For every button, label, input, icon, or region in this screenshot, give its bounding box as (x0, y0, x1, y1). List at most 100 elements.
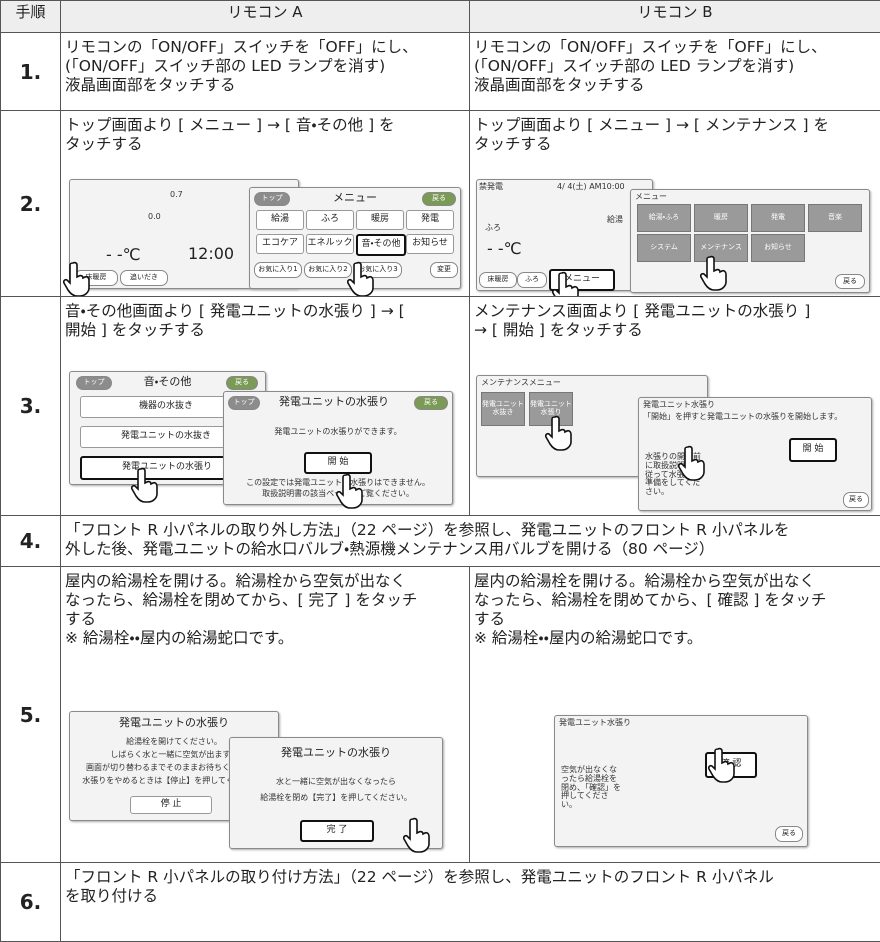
screen-label: ふろ (517, 272, 547, 288)
screen-label: 給湯・ふろ (637, 204, 691, 232)
screen-mockup: 発電ユニット水張り空気が出なくなったら給湯栓を閉め、「確認」を押してください。確… (554, 715, 808, 847)
text-line: メンテナンス画面より [ 発電ユニットの水張り ] (474, 302, 811, 320)
screen-label: 戻る (843, 492, 869, 508)
header-cell: リモコン B (469, 0, 880, 33)
hand-icon (700, 255, 730, 291)
text-line: ※ 給湯栓・・屋内の給湯蛇口です。 (474, 629, 703, 647)
cell-text: トップ画面より [ メニュー ] → [ メンテナンス ] をタッチする (470, 111, 880, 154)
screen-mockup: 発電ユニットの水張り 給湯栓を開けてください。 しばらく水と一緒に空気が出ます。 画面… (69, 711, 279, 821)
text-line: 外した後、発電ユニットの給水口バルブ・熱源機メンテナンス用バルブを開ける（80 … (65, 540, 715, 558)
cell-text: リモコンの「ON/OFF」スイッチを「OFF」にし、 (「ON/OFF」スイッチ部… (470, 33, 880, 95)
screen-label: ふろ (306, 210, 354, 230)
hand-icon (545, 415, 575, 451)
hand-icon (347, 261, 377, 296)
screen-label: メニュー (635, 192, 667, 201)
step-cell: 4. (0, 515, 61, 567)
screen-label: 発電 (751, 204, 805, 232)
screen-label: 暖房 (356, 210, 404, 230)
screen-label: 音・その他 (356, 234, 406, 256)
screen-label: 給湯 (607, 214, 623, 224)
screen-label: 停 止 (130, 796, 212, 814)
step-cell: 2. (0, 110, 61, 297)
screen-label: メンテナンスメニュー (481, 378, 561, 387)
cell-inner: 屋内の給湯栓を開ける。給湯栓から空気が出なく なったら、給湯栓を閉めてから、[ 完… (61, 567, 469, 862)
screen-label: 戻る (422, 192, 456, 206)
screen-label: 水張りをやめるときは【停止】を押してください。 (82, 775, 266, 785)
screen-label: - -℃ (106, 246, 141, 264)
screen-label: 画面が切り替わるまでそのままお待ちください。 (86, 762, 262, 772)
text-line: する (474, 610, 506, 628)
cell-inner: 「フロント R 小パネルの取り外し方法」（22 ページ）を参照し、発電ユニットの… (61, 516, 880, 566)
screen-label: 変更 (430, 262, 458, 278)
step-wrap: 2. (1, 111, 60, 296)
text-line: 液晶画面部をタッチする (65, 76, 236, 94)
header-row: 手順 リモコン A リモコン B (0, 0, 880, 33)
screen-label: お気に入り2 (304, 262, 352, 278)
text-line: リモコンの「ON/OFF」スイッチを「OFF」にし、 (474, 38, 827, 56)
row: 5. 屋内の給湯栓を開ける。給湯栓から空気が出なく なったら、給湯栓を閉めてから、[… (0, 566, 880, 863)
screen-label: 給湯栓を閉め【完了】を押してください。 (260, 792, 412, 802)
text-line: リモコンの「ON/OFF」スイッチを「OFF」にし、 (65, 38, 418, 56)
content-cell: トップ画面より [ メニュー ] → [ メンテナンス ] をタッチする 禁発電 4… (469, 110, 880, 297)
cell-inner: 「フロント R 小パネルの取り付け方法」（22 ページ）を参照し、発電ユニットの… (61, 863, 880, 941)
screen-label: 4/ 4(土) AM10:00 (557, 182, 625, 191)
hand-icon (131, 467, 161, 503)
text-line: 音・その他画面より [ 発電ユニットの水張り ] → [ (65, 302, 405, 320)
row: 2. トップ画面より [ メニュー ] → [ 音・その他 ] をタッチする 0.7… (0, 110, 880, 297)
cell-text: 「フロント R 小パネルの取り外し方法」（22 ページ）を参照し、発電ユニットの… (61, 516, 880, 559)
screen-mockup: トップ メニュー 戻る 給湯 ふろ 暖房 発電 エコケア エネルック 音・その他 お知らせ お気に入り… (249, 187, 461, 289)
screen-label: 戻る (414, 396, 448, 410)
content-cell: 「フロント R 小パネルの取り外し方法」（22 ページ）を参照し、発電ユニットの… (60, 515, 880, 567)
hand-icon (678, 445, 708, 481)
hand-icon (403, 817, 433, 853)
screen-label: トップ (254, 192, 290, 206)
content-cell: 「フロント R 小パネルの取り付け方法」（22 ページ）を参照し、発電ユニットの… (60, 862, 880, 942)
text-line: 「フロント R 小パネルの取り付け方法」（22 ページ）を参照し、発電ユニットの… (65, 868, 774, 886)
row: 4. 「フロント R 小パネルの取り外し方法」（22 ページ）を参照し、発電ユニッ… (0, 515, 880, 567)
step-number: 5. (19, 702, 42, 727)
row: 3. 音・その他画面より [ 発電ユニットの水張り ] → [開始 ] をタッチす… (0, 296, 880, 516)
step-wrap: 5. (1, 567, 60, 862)
cell-text: 音・その他画面より [ 発電ユニットの水張り ] → [開始 ] をタッチする (61, 297, 469, 340)
screen-label: 床暖房 (479, 272, 517, 288)
hand-icon (336, 473, 366, 509)
screen-label: エネルック (306, 234, 354, 254)
screen-label: この設定では発電ユニットの水張りはできません。 (246, 478, 430, 487)
cell-text: 屋内の給湯栓を開ける。給湯栓から空気が出なく なったら、給湯栓を閉めてから、[ 確… (470, 567, 880, 648)
text-line: 「フロント R 小パネルの取り外し方法」（22 ページ）を参照し、発電ユニットの… (65, 521, 790, 539)
text-line: なったら、給湯栓を閉めてから、[ 確認 ] をタッチ (474, 591, 827, 609)
screen-label: 空気が出なくなったら給湯栓を閉め、「確認」を押してください。 (561, 765, 621, 810)
step-number: 2. (19, 191, 42, 216)
screen-label: 発電 (406, 210, 454, 230)
screen-label: 発電ユニット水張り (643, 400, 715, 409)
step-cell: 3. (0, 296, 61, 516)
text-line: 液晶画面部をタッチする (474, 76, 645, 94)
hand-icon (708, 747, 738, 783)
screen-label: エコケア (256, 234, 304, 254)
screen-label: 発電ユニットの水張り (279, 395, 389, 408)
text-line: (「ON/OFF」スイッチ部の LED ランプを消す) (474, 57, 795, 75)
text-line: タッチする (474, 135, 552, 153)
step-cell: 1. (0, 32, 61, 111)
text-line: を取り付ける (65, 887, 159, 905)
screen-label: お知らせ (406, 234, 454, 254)
screen-label: 発電ユニット水張り (529, 392, 573, 426)
screen-label: お知らせ (751, 234, 805, 262)
screen-label: 発電ユニット水抜き (481, 392, 525, 426)
screen-label: 開 始 (789, 438, 837, 462)
content-cell: メンテナンス画面より [ 発電ユニットの水張り ] → [ 開始 ] をタッチする… (469, 296, 880, 516)
screen-label: 戻る (775, 826, 803, 842)
header-cell: リモコン A (60, 0, 470, 33)
content-cell: リモコンの「ON/OFF」スイッチを「OFF」にし、 (「ON/OFF」スイッチ部… (60, 32, 470, 111)
cell-text: 「フロント R 小パネルの取り付け方法」（22 ページ）を参照し、発電ユニットの… (61, 863, 880, 906)
screen-mockup: 発電ユニットの水張り 水と一緒に空気が出なくなったら給湯栓を閉め【完了】を押してく… (229, 737, 443, 849)
screen-mockup: メニュー 給湯・ふろ 暖房 発電 音楽 システム メンテナンス お知らせ 戻る (630, 189, 870, 293)
text-line: ※ 給湯栓・・屋内の給湯蛇口です。 (65, 629, 294, 647)
screen-label: ふろ (485, 222, 501, 232)
table-body: 1. リモコンの「ON/OFF」スイッチを「OFF」にし、 (「ON/OFF」スイッ… (0, 32, 880, 942)
cell-inner: トップ画面より [ メニュー ] → [ 音・その他 ] をタッチする 0.7 0.… (61, 111, 469, 296)
cell-inner: リモコンの「ON/OFF」スイッチを「OFF」にし、 (「ON/OFF」スイッチ部… (61, 33, 469, 110)
screen-label: 水と一緒に空気が出なくなったら (276, 776, 396, 786)
screen-label: 発電ユニットの水張り (281, 746, 391, 759)
screen-label: しばらく水と一緒に空気が出ます。 (110, 749, 238, 759)
